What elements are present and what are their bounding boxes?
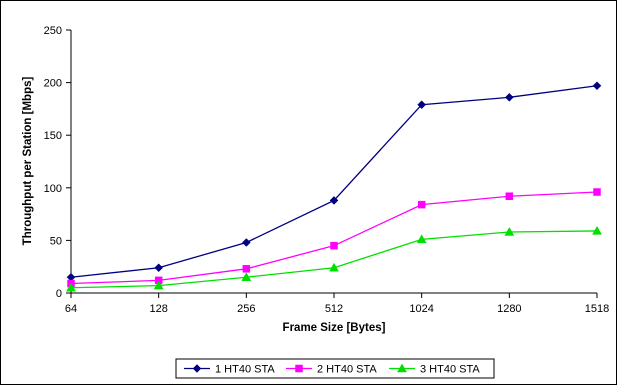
legend-box — [175, 358, 495, 379]
data-point — [505, 192, 514, 200]
data-point — [504, 92, 514, 102]
legend-marker — [295, 364, 303, 373]
data-point — [417, 200, 426, 209]
legend-marker — [192, 364, 202, 373]
y-axis-title: Throughput per Station [Mbps] — [22, 77, 34, 246]
x-tick-label: 128 — [149, 303, 167, 315]
series-3 — [66, 225, 602, 292]
y-axis-ticks: 0 50 100 150 200 250 — [44, 25, 71, 300]
data-point — [592, 81, 602, 91]
legend-marker — [397, 363, 407, 373]
y-tick-label: 150 — [44, 130, 62, 142]
y-tick-label: 100 — [44, 183, 62, 195]
legend-label: 3 HT40 STA — [420, 364, 480, 376]
series-1 — [66, 81, 602, 282]
x-axis-ticks: 64 128 256 512 1024 1280 1518 — [65, 293, 609, 315]
data-point — [329, 262, 339, 272]
x-tick-label: 1280 — [497, 303, 521, 315]
x-tick-label: 1024 — [409, 303, 433, 315]
data-point — [241, 272, 252, 281]
data-point — [329, 196, 339, 205]
x-axis-title: Frame Size [Bytes] — [283, 322, 386, 334]
legend-label: 2 HT40 STA — [317, 364, 377, 376]
y-tick-label: 200 — [44, 78, 62, 90]
data-point — [592, 225, 602, 235]
y-tick-label: 250 — [44, 25, 62, 37]
data-point — [330, 241, 338, 250]
x-tick-label: 512 — [325, 303, 343, 315]
legend: 1 HT40 STA 2 HT40 STA 3 HT40 STA — [175, 358, 495, 379]
data-point — [593, 188, 601, 196]
legend-label: 1 HT40 STA — [215, 364, 275, 376]
x-tick-label: 256 — [237, 303, 255, 315]
data-point — [242, 265, 251, 273]
data-point — [66, 282, 76, 292]
data-point — [154, 263, 164, 273]
x-tick-label: 64 — [65, 303, 77, 315]
data-point — [504, 226, 515, 236]
data-point — [417, 100, 427, 110]
data-point — [416, 234, 427, 244]
y-tick-label: 50 — [50, 235, 62, 247]
data-point — [241, 238, 251, 247]
data-point — [153, 280, 164, 290]
series-layer — [66, 81, 602, 292]
y-tick-label: 0 — [56, 288, 62, 300]
x-tick-label: 1518 — [585, 303, 609, 315]
